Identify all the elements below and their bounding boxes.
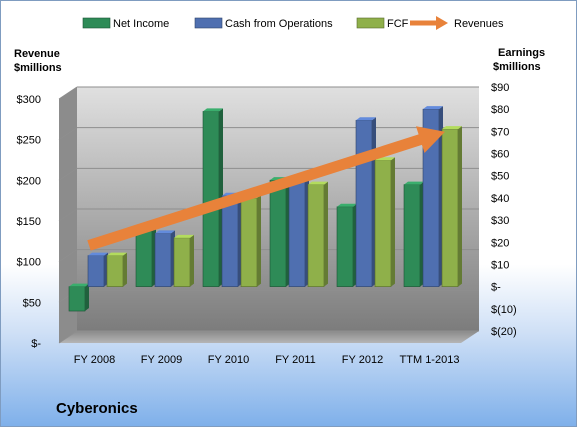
left-tick-label: $100 bbox=[17, 257, 41, 269]
bar-face bbox=[441, 128, 459, 287]
bar-face bbox=[288, 179, 306, 287]
legend-swatch bbox=[82, 17, 111, 29]
bar-top bbox=[174, 234, 194, 238]
right-tick-label: $30 bbox=[491, 215, 509, 227]
right-axis-title-2: $millions bbox=[493, 61, 541, 73]
bar-net-income bbox=[202, 108, 223, 287]
legend-label: Net Income bbox=[113, 18, 169, 30]
bar-cash-from-operations bbox=[288, 177, 309, 287]
bar-side bbox=[391, 157, 395, 287]
right-tick-label: $60 bbox=[491, 149, 509, 161]
bar-face bbox=[336, 206, 354, 287]
bar-top bbox=[107, 252, 127, 256]
bar-top bbox=[442, 126, 462, 130]
bar-fcf bbox=[240, 194, 261, 287]
bar-face bbox=[135, 230, 153, 287]
legend-arrowhead bbox=[436, 16, 448, 30]
bar-top bbox=[337, 203, 357, 207]
category-label: FY 2009 bbox=[141, 354, 182, 366]
gridline-side bbox=[58, 208, 78, 222]
bar-face bbox=[106, 255, 124, 287]
bar-side bbox=[190, 234, 194, 287]
left-tick-label: $300 bbox=[17, 94, 41, 106]
right-tick-label: $20 bbox=[491, 237, 509, 249]
bar-fcf bbox=[307, 181, 328, 287]
bar-face bbox=[403, 184, 421, 287]
bar-net-income bbox=[336, 203, 357, 287]
right-tick-label: $10 bbox=[491, 259, 509, 271]
bar-face bbox=[87, 255, 105, 287]
bar-top bbox=[404, 181, 424, 185]
right-axis-title-1: Earnings bbox=[498, 47, 545, 59]
bar-top bbox=[203, 108, 223, 112]
right-tick-label: $80 bbox=[491, 104, 509, 116]
bar-fcf bbox=[173, 234, 194, 287]
left-tick-label: $200 bbox=[17, 175, 41, 187]
bar-side bbox=[123, 252, 127, 287]
bar-top bbox=[88, 252, 108, 256]
bar-fcf bbox=[106, 252, 127, 287]
bar-net-income bbox=[135, 228, 156, 287]
bar-side bbox=[85, 283, 89, 312]
left-axis-title-1: Revenue bbox=[14, 48, 60, 60]
category-label: FY 2012 bbox=[342, 354, 383, 366]
bar-top bbox=[308, 181, 328, 185]
bar-top bbox=[69, 283, 89, 287]
category-label: FY 2011 bbox=[275, 354, 316, 366]
bar-cash-from-operations bbox=[154, 230, 175, 287]
plot-floor bbox=[59, 331, 479, 343]
category-label: TTM 1-2013 bbox=[400, 354, 460, 366]
chart-title: Cyberonics bbox=[56, 400, 138, 417]
left-tick-label: $250 bbox=[17, 135, 41, 147]
legend-label: Revenues bbox=[454, 18, 504, 30]
left-tick-label: $50 bbox=[23, 297, 41, 309]
bar-top bbox=[155, 230, 175, 234]
left-tick-label: $- bbox=[31, 338, 41, 350]
legend-label: FCF bbox=[387, 18, 409, 30]
bar-net-income bbox=[403, 181, 424, 287]
bar-face bbox=[269, 179, 287, 287]
bar-face bbox=[221, 195, 239, 287]
bar-face bbox=[374, 159, 392, 287]
right-tick-label: $40 bbox=[491, 193, 509, 205]
bar-side bbox=[257, 194, 261, 287]
legend-label: Cash from Operations bbox=[225, 18, 333, 30]
right-tick-label: $70 bbox=[491, 126, 509, 138]
bar-top bbox=[356, 117, 376, 121]
category-label: FY 2010 bbox=[208, 354, 249, 366]
left-tick-label: $150 bbox=[17, 216, 41, 228]
bar-net-income bbox=[68, 283, 89, 312]
bar-face bbox=[240, 197, 258, 287]
left-axis-title-2: $millions bbox=[14, 62, 62, 74]
legend-swatch bbox=[356, 17, 385, 29]
gridline-side bbox=[58, 249, 78, 263]
gridline-side bbox=[58, 86, 78, 100]
bar-face bbox=[68, 286, 86, 312]
right-tick-label: $(10) bbox=[491, 304, 517, 316]
right-tick-label: $- bbox=[491, 282, 501, 294]
bar-top bbox=[423, 106, 443, 110]
bar-side bbox=[458, 126, 462, 287]
category-label: FY 2008 bbox=[74, 354, 115, 366]
bar-side bbox=[324, 181, 328, 287]
bar-face bbox=[307, 184, 325, 287]
bar-face bbox=[355, 119, 373, 287]
legend-swatch bbox=[194, 17, 223, 29]
bar-fcf bbox=[374, 157, 395, 287]
bar-cash-from-operations bbox=[355, 117, 376, 287]
bar-face bbox=[154, 233, 172, 287]
bar-cash-from-operations bbox=[87, 252, 108, 287]
right-tick-label: $90 bbox=[491, 82, 509, 94]
bar-fcf bbox=[441, 126, 462, 287]
gridline-side bbox=[58, 127, 78, 141]
gridline-side bbox=[58, 167, 78, 181]
right-tick-label: $(20) bbox=[491, 326, 517, 338]
revenues-arrow bbox=[87, 126, 446, 251]
right-tick-label: $50 bbox=[491, 171, 509, 183]
gridline-side bbox=[58, 330, 78, 344]
bar-face bbox=[173, 237, 191, 287]
bar-net-income bbox=[269, 177, 290, 287]
